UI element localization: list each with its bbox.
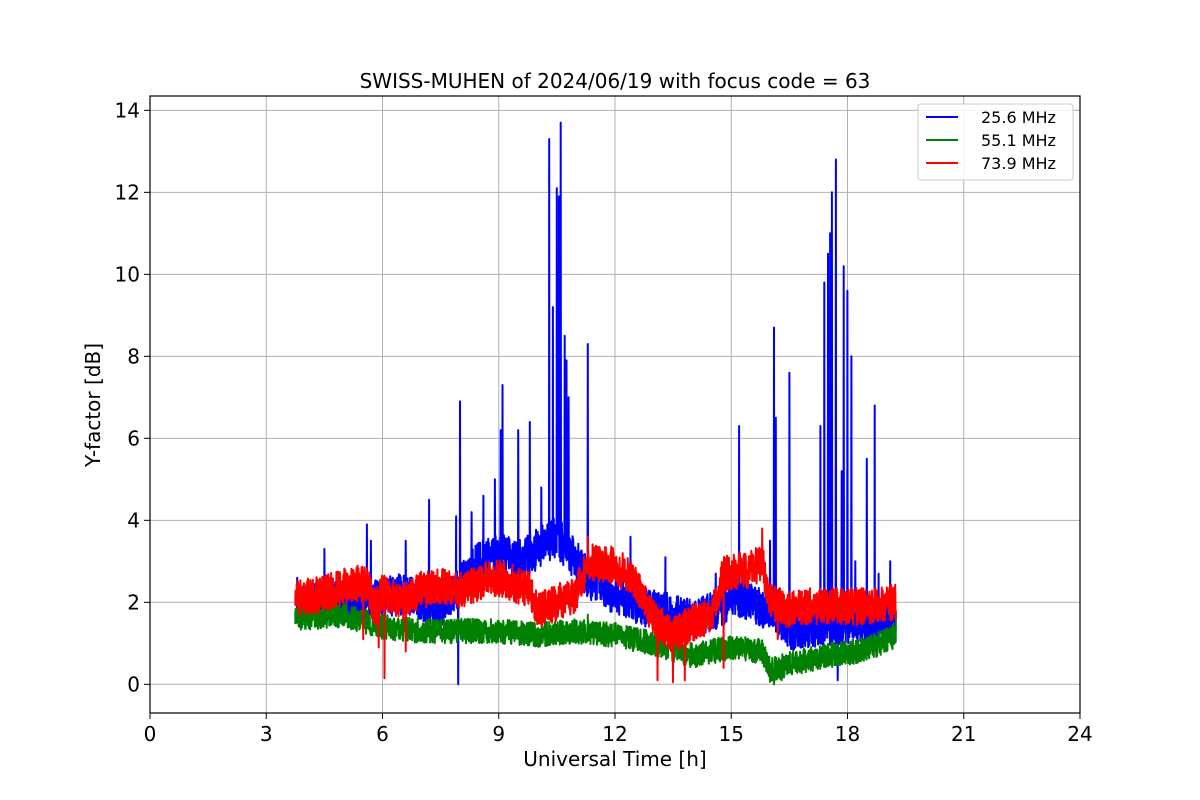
- series-line-2: [294, 527, 897, 684]
- x-tick-label: 24: [1067, 722, 1092, 746]
- series-layer: [294, 121, 897, 686]
- y-tick-label: 8: [127, 344, 140, 368]
- y-tick-label: 10: [115, 262, 140, 286]
- legend-label-2: 73.9 MHz: [981, 154, 1056, 173]
- y-tick-label: 14: [115, 98, 140, 122]
- y-axis-label: Y-factor [dB]: [81, 343, 105, 468]
- legend-label-1: 55.1 MHz: [981, 131, 1056, 150]
- x-tick-label: 12: [602, 722, 627, 746]
- x-axis: 0 3 6 9 12 15 18 21 24: [144, 713, 1093, 746]
- x-tick-label: 18: [835, 722, 860, 746]
- series-line-1: [294, 601, 897, 686]
- x-axis-label: Universal Time [h]: [523, 747, 706, 771]
- legend: 25.6 MHz 55.1 MHz 73.9 MHz: [917, 103, 1074, 181]
- chart-title: SWISS-MUHEN of 2024/06/19 with focus cod…: [360, 69, 871, 93]
- y-axis: 0 2 4 6 8 10 12 14: [115, 98, 150, 696]
- y-tick-label: 4: [127, 508, 140, 532]
- y-tick-label: 12: [115, 180, 140, 204]
- y-tick-label: 0: [127, 672, 140, 696]
- x-tick-label: 0: [144, 722, 157, 746]
- legend-label-0: 25.6 MHz: [981, 108, 1056, 127]
- y-tick-label: 2: [127, 590, 140, 614]
- legend-box: [917, 103, 1074, 181]
- y-tick-label: 6: [127, 426, 140, 450]
- x-tick-label: 15: [719, 722, 744, 746]
- x-tick-label: 21: [951, 722, 976, 746]
- x-tick-label: 6: [376, 722, 389, 746]
- x-tick-label: 9: [492, 722, 505, 746]
- x-tick-label: 3: [260, 722, 273, 746]
